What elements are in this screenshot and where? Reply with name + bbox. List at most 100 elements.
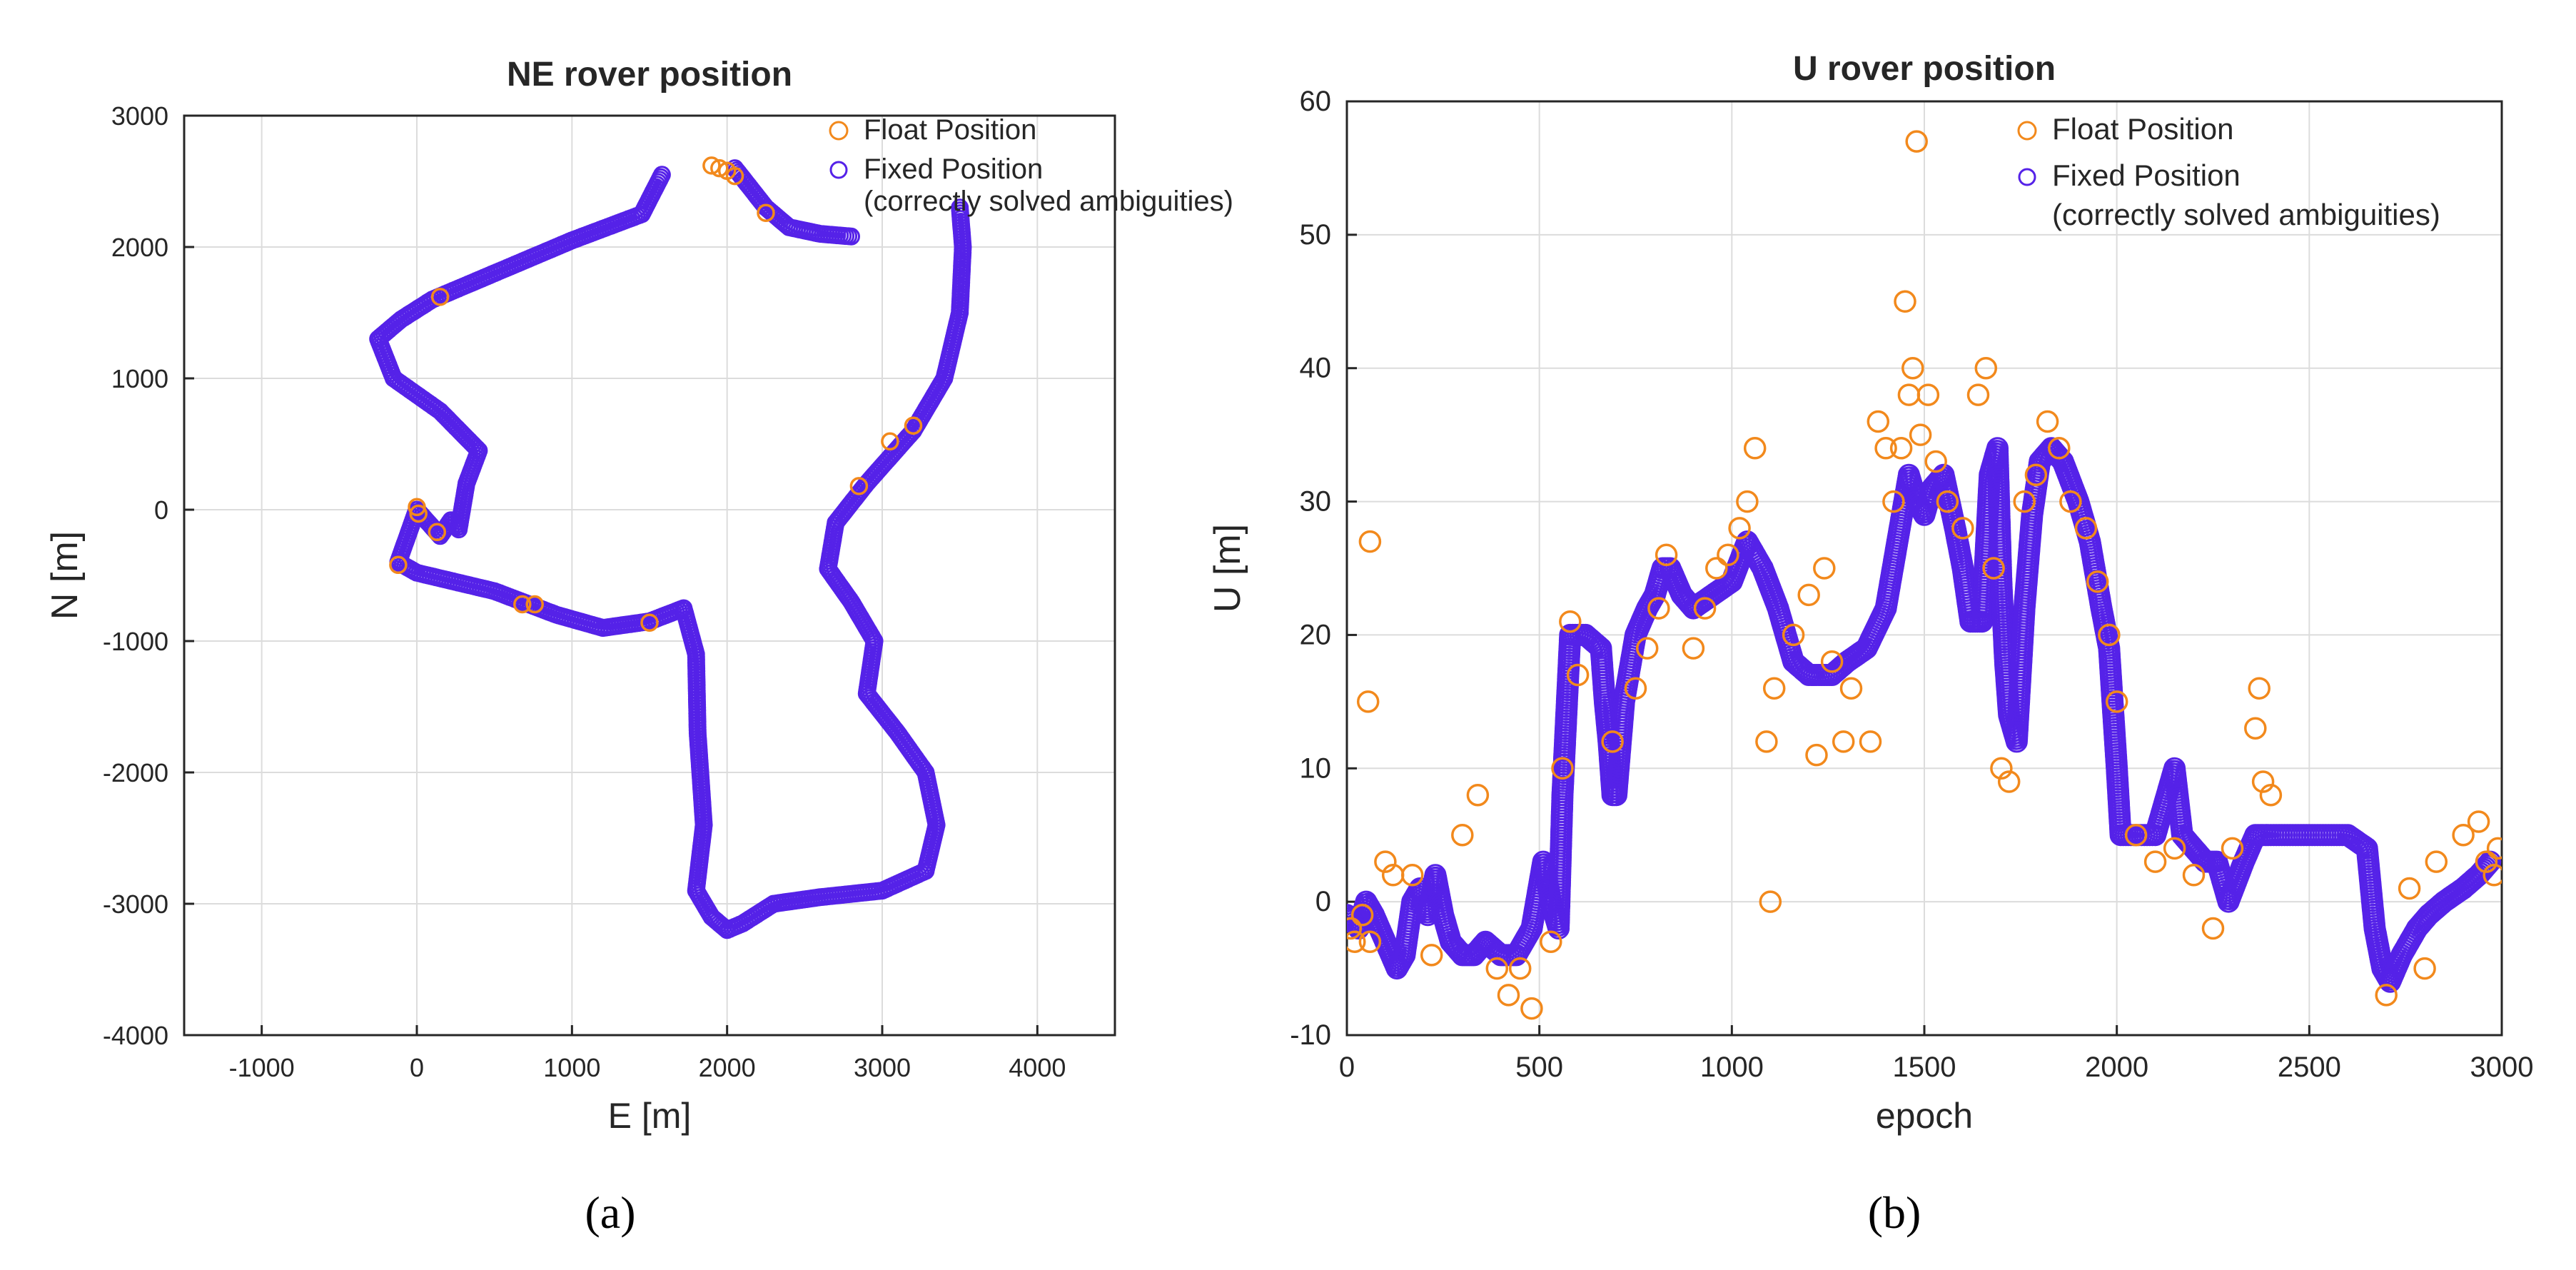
float-position-point <box>1350 904 1374 927</box>
float-position-point <box>2059 490 2082 513</box>
y-tick-label: 20 <box>1300 619 1332 650</box>
float-position-point <box>1974 356 1998 380</box>
float-position-point <box>1909 423 1932 446</box>
float-position-point <box>1832 730 1855 753</box>
y-tick-label: 50 <box>1300 219 1332 251</box>
float-position-point <box>430 288 450 306</box>
x-axis-label: epoch <box>1876 1096 1973 1136</box>
float-position-point <box>2013 490 2036 513</box>
float-position-point <box>1951 517 1974 540</box>
float-position-point <box>1420 944 1443 967</box>
y-tick-label: -1000 <box>103 627 168 656</box>
float-position-point <box>1647 597 1670 620</box>
x-tick-label: 2000 <box>2085 1052 2148 1083</box>
y-tick-label: 3000 <box>111 101 168 131</box>
y-tick-label: -4000 <box>103 1021 168 1050</box>
float-position-point <box>1736 490 1759 513</box>
float-position-point <box>1451 823 1474 847</box>
float-position-point <box>2048 437 2071 460</box>
float-position-point <box>2163 837 2186 860</box>
y-tick-label: 10 <box>1300 752 1332 784</box>
y-tick-label: 60 <box>1300 86 1332 117</box>
float-position-point <box>1916 383 1940 406</box>
float-position-point <box>757 203 775 222</box>
x-tick-label: 2000 <box>699 1053 756 1082</box>
panel-caption: (a) <box>585 1187 635 1238</box>
legend-float-marker <box>2017 121 2037 141</box>
y-tick-label: -10 <box>1290 1019 1331 1051</box>
float-position-point <box>849 477 869 495</box>
chart-title: NE rover position <box>507 56 792 94</box>
y-tick-label: 40 <box>1300 353 1332 384</box>
float-position-point <box>2475 850 2498 873</box>
y-tick-label: -3000 <box>103 889 168 919</box>
float-position-point <box>640 613 659 632</box>
float-position-point <box>2074 517 2098 540</box>
float-position-point <box>1820 650 1844 673</box>
float-position-point <box>389 555 408 575</box>
float-position-point <box>1347 917 1363 940</box>
float-position-point <box>2251 770 2275 793</box>
float-position-point <box>1347 930 1366 953</box>
float-position-point <box>1874 437 1897 460</box>
float-position-point <box>2248 677 2271 700</box>
axes-box <box>183 114 1116 1037</box>
y-tick-label: 0 <box>154 495 168 525</box>
float-position-point <box>1559 610 1582 633</box>
float-position-point <box>1755 730 1778 753</box>
float-position-point <box>2413 957 2436 980</box>
float-position-point <box>1839 677 1863 700</box>
chart-title: U rover position <box>1793 50 2056 88</box>
float-position-point <box>1797 583 1820 607</box>
float-position-point <box>1924 450 1947 473</box>
float-position-point <box>1905 130 1928 153</box>
float-position-point <box>1520 997 1543 1020</box>
float-position-point <box>2105 690 2128 713</box>
float-position-point <box>1540 930 1562 953</box>
float-position-point <box>2098 623 2121 647</box>
x-tick-label: 1000 <box>543 1053 600 1082</box>
float-position-point <box>409 504 428 523</box>
float-position-point <box>1466 783 1490 807</box>
float-position-point <box>1601 730 1624 753</box>
float-position-point <box>1889 437 1913 460</box>
float-position-point <box>2143 850 2167 873</box>
float-position-point <box>2486 837 2502 860</box>
float-position-point <box>2482 864 2502 887</box>
panel-caption: (b) <box>1868 1187 1921 1238</box>
float-position-point <box>1358 930 1382 953</box>
float-position-point <box>2086 570 2109 593</box>
float-position-point <box>1982 557 2005 580</box>
float-position-point <box>1624 677 1647 700</box>
float-position-point <box>2201 917 2225 940</box>
float-position-point <box>428 523 447 542</box>
float-position-point <box>525 595 544 614</box>
plot-area <box>184 116 1115 1035</box>
float-position-point <box>513 595 532 614</box>
float-position-point <box>2467 810 2490 833</box>
x-tick-label: 1500 <box>1893 1052 1956 1083</box>
float-position-point <box>2221 837 2244 860</box>
float-position-point <box>2259 783 2283 807</box>
float-position-point <box>1867 410 1890 433</box>
float-position-point <box>2375 984 2398 1007</box>
float-position-point <box>1805 743 1828 767</box>
legend-float-label: Float Position <box>2052 112 2233 146</box>
float-position-point <box>1508 957 1532 980</box>
float-position-point <box>1782 623 1805 647</box>
float-position-point <box>1682 637 1705 660</box>
legend-float-marker <box>829 121 849 141</box>
x-tick-label: 3000 <box>2470 1052 2534 1083</box>
y-tick-label: 1000 <box>111 364 168 393</box>
float-position-point <box>1966 383 1990 406</box>
float-position-point <box>1717 543 1739 567</box>
float-position-point <box>1400 864 1424 887</box>
float-position-point <box>1813 557 1836 580</box>
legend-fixed-sublabel: (correctly solved ambiguities) <box>2052 198 2440 231</box>
float-position-point <box>725 166 744 186</box>
float-position-point <box>1762 677 1786 700</box>
float-position-point <box>904 416 923 435</box>
